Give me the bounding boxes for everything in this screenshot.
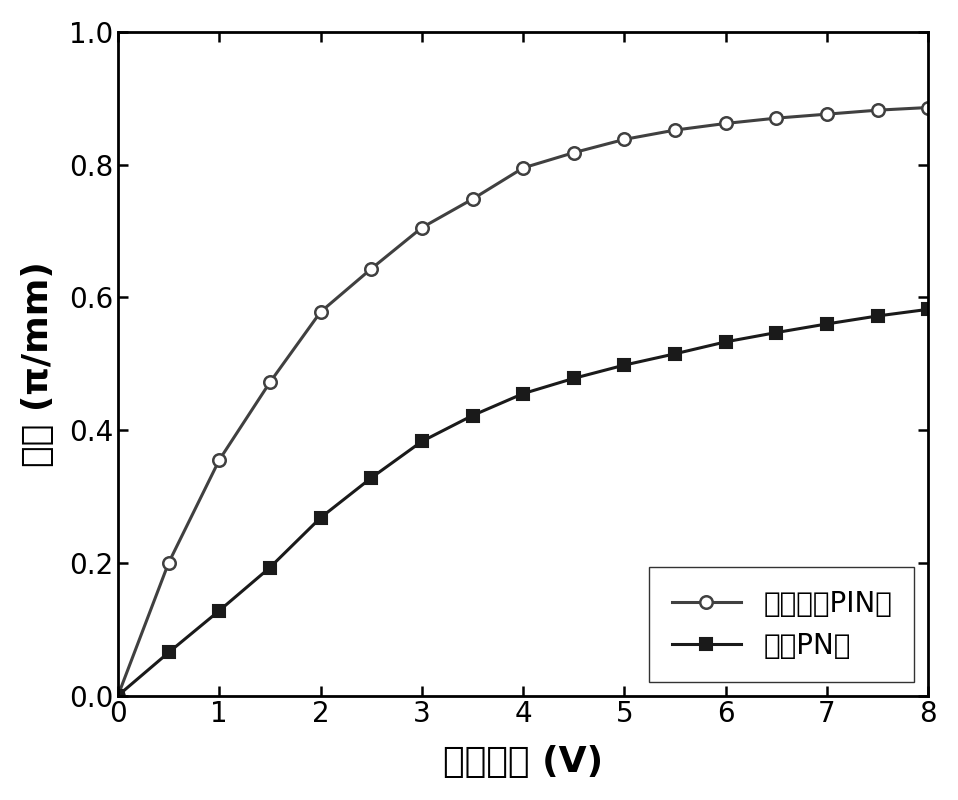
Line: 传统PN结: 传统PN结 [112, 304, 934, 701]
传统PN结 [214, 606, 225, 615]
插指型准PIN结 [214, 455, 225, 465]
X-axis label: 反向偏压 (V): 反向偏压 (V) [444, 745, 604, 779]
传统PN结 [619, 360, 630, 370]
插指型准PIN结 [416, 223, 427, 233]
插指型准PIN结 [315, 307, 327, 317]
插指型准PIN结 [923, 102, 934, 112]
Y-axis label: 相移 (π/mm): 相移 (π/mm) [21, 261, 55, 466]
插指型准PIN结 [770, 114, 782, 123]
传统PN结 [365, 473, 376, 482]
插指型准PIN结 [720, 118, 732, 128]
传统PN结 [416, 437, 427, 446]
传统PN结 [670, 349, 681, 358]
插指型准PIN结 [872, 106, 883, 115]
Legend: 插指型准PIN结, 传统PN结: 插指型准PIN结, 传统PN结 [650, 567, 915, 682]
插指型准PIN结 [264, 378, 276, 387]
插指型准PIN结 [619, 134, 630, 144]
传统PN结 [720, 337, 732, 346]
传统PN结 [517, 389, 529, 398]
传统PN结 [821, 319, 833, 329]
插指型准PIN结 [821, 110, 833, 119]
传统PN结 [770, 328, 782, 338]
插指型准PIN结 [670, 126, 681, 135]
插指型准PIN结 [112, 691, 124, 701]
Line: 插指型准PIN结: 插指型准PIN结 [112, 102, 935, 702]
传统PN结 [264, 562, 276, 572]
插指型准PIN结 [365, 264, 376, 274]
插指型准PIN结 [163, 558, 174, 568]
传统PN结 [112, 691, 124, 701]
传统PN结 [872, 311, 883, 321]
传统PN结 [568, 374, 580, 383]
插指型准PIN结 [517, 163, 529, 173]
传统PN结 [163, 648, 174, 658]
插指型准PIN结 [467, 194, 478, 204]
插指型准PIN结 [568, 148, 580, 158]
传统PN结 [467, 410, 478, 420]
传统PN结 [923, 305, 934, 314]
传统PN结 [315, 513, 327, 522]
